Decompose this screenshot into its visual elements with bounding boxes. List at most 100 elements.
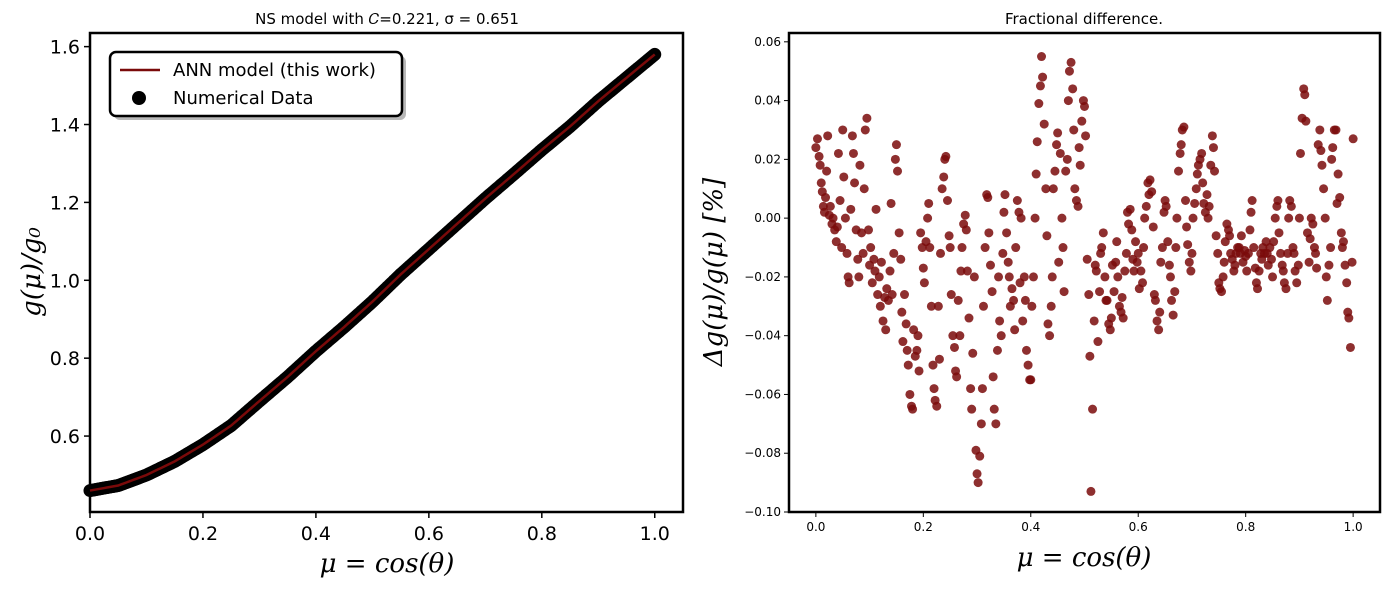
fractional-difference-point [987, 287, 997, 297]
fractional-difference-point [933, 301, 943, 311]
left-ytick-label: 1.0 [50, 270, 80, 292]
fractional-difference-point [913, 331, 923, 341]
fractional-difference-point [1311, 248, 1321, 258]
fractional-difference-point [989, 404, 999, 414]
fractional-difference-point [1028, 272, 1038, 282]
fractional-difference-point [1204, 201, 1214, 211]
fractional-difference-point [1038, 72, 1048, 82]
fractional-difference-point [1165, 272, 1175, 282]
right-ytick-label: 0.06 [754, 35, 781, 49]
fractional-difference-point [1190, 198, 1200, 208]
fractional-difference-point [1138, 278, 1148, 288]
left-ticks: 0.0 0.2 0.4 0.6 0.8 1.0 0.6 0.8 1.0 1.2 1.4 1.6 [50, 37, 670, 545]
fractional-difference-point [1061, 166, 1071, 176]
fractional-difference-point [842, 248, 852, 258]
fractional-difference-point [1317, 160, 1327, 170]
fractional-difference-point [1097, 243, 1107, 253]
fractional-difference-point [962, 266, 972, 276]
fractional-difference-point [901, 319, 911, 329]
fractional-difference-point [961, 225, 971, 235]
fractional-difference-point [876, 257, 886, 267]
fractional-difference-point [1052, 140, 1062, 150]
fractional-difference-point [1167, 295, 1177, 305]
left-legend: ANN model (this work) Numerical Data [108, 50, 406, 120]
fractional-difference-point [1003, 257, 1013, 267]
fractional-difference-point [866, 243, 876, 253]
fractional-difference-point [1242, 266, 1252, 276]
fractional-difference-point [1266, 254, 1276, 264]
fractional-difference-point [1047, 272, 1057, 282]
fractional-difference-point [998, 248, 1008, 258]
fractional-difference-point [1333, 169, 1343, 179]
fractional-difference-point [1347, 257, 1357, 267]
left-ytick-label: 0.8 [50, 348, 80, 370]
fractional-difference-point [1131, 237, 1141, 247]
fractional-difference-point [1140, 213, 1150, 223]
fractional-difference-point [1002, 228, 1012, 238]
right-xtick-label: 0.4 [1021, 520, 1040, 534]
fractional-difference-point [897, 307, 907, 317]
fractional-difference-point [916, 228, 926, 238]
fractional-difference-point [1089, 316, 1099, 326]
fractional-difference-point [1118, 313, 1128, 323]
fractional-difference-point [936, 248, 946, 258]
fractional-difference-point [1319, 184, 1329, 194]
fractional-difference-point [956, 266, 966, 276]
left-xtick-label: 0.4 [301, 523, 331, 545]
fractional-difference-point [999, 207, 1009, 217]
fractional-difference-point [1041, 184, 1051, 194]
fractional-difference-point [1183, 240, 1193, 250]
fractional-difference-point [1293, 260, 1303, 270]
fractional-difference-point [1063, 96, 1073, 106]
right-ytick-label: 0.04 [754, 94, 781, 108]
fractional-difference-point [1018, 316, 1028, 326]
fractional-difference-point [1095, 287, 1105, 297]
fractional-difference-point [837, 243, 847, 253]
fractional-difference-point [1292, 278, 1302, 288]
fractional-difference-point [1074, 143, 1084, 153]
fractional-difference-point [1249, 243, 1259, 253]
fractional-difference-point [1147, 187, 1157, 197]
fractional-difference-point [900, 290, 910, 300]
fractional-difference-point [1057, 213, 1067, 223]
fractional-difference-point [918, 263, 928, 273]
fractional-difference-point [1289, 248, 1299, 258]
fractional-difference-point [952, 372, 962, 382]
fractional-difference-point [1048, 184, 1058, 194]
fractional-difference-point [1187, 248, 1197, 258]
fractional-difference-point [908, 404, 918, 414]
fractional-difference-point [811, 143, 821, 153]
fractional-difference-point [969, 272, 979, 282]
fractional-difference-point [1161, 201, 1171, 211]
fractional-difference-point [1152, 316, 1162, 326]
fractional-difference-point [939, 172, 949, 182]
fractional-difference-point [1236, 231, 1246, 241]
fractional-difference-point [1328, 143, 1338, 153]
fractional-difference-point [1059, 287, 1069, 297]
fractional-difference-point [973, 478, 983, 488]
fractional-difference-point [1120, 266, 1130, 276]
fractional-difference-point [1202, 190, 1212, 200]
fractional-difference-point [896, 254, 906, 264]
fractional-difference-point [891, 140, 901, 150]
fractional-difference-point [968, 348, 978, 358]
fractional-difference-point [1294, 213, 1304, 223]
fractional-difference-point [1117, 292, 1127, 302]
fractional-difference-point [919, 278, 929, 288]
right-ylabel: Δg(μ)/g(μ) [%] [699, 177, 729, 367]
left-title: NS model with 𝐶=0.221, σ = 0.651 [255, 10, 519, 28]
fractional-difference-point [932, 401, 942, 411]
fractional-difference-point [1278, 266, 1288, 276]
right-panel: Fractional difference. 0.0 0.2 0.4 0.6 0.8 1.… [699, 10, 1382, 573]
fractional-difference-point [1219, 257, 1229, 267]
fractional-difference-point [844, 278, 854, 288]
fractional-difference-point [823, 131, 833, 141]
fractional-difference-point [1129, 266, 1139, 276]
fractional-difference-point [1295, 148, 1305, 158]
fractional-difference-point [873, 290, 883, 300]
fractional-difference-point [1300, 90, 1310, 100]
fractional-difference-point [1188, 213, 1198, 223]
fractional-difference-point [1273, 196, 1283, 205]
fractional-difference-point [1100, 272, 1110, 282]
fractional-difference-point [878, 316, 888, 326]
